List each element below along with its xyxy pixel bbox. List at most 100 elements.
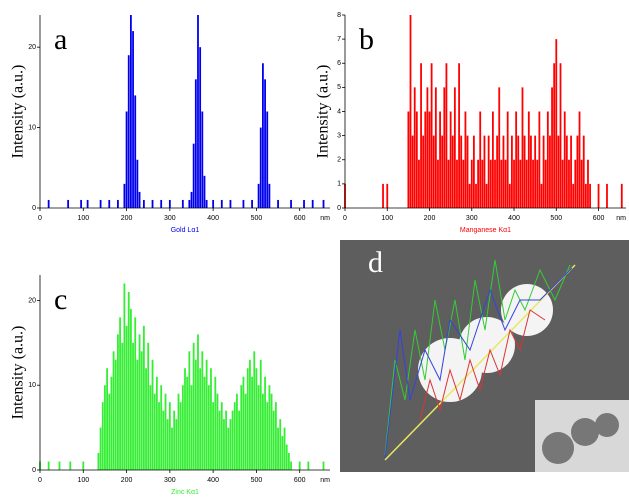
- bar: [58, 461, 61, 470]
- bar: [534, 135, 537, 208]
- bar: [470, 159, 473, 208]
- bar: [205, 359, 208, 470]
- y-tick-label: 10: [28, 382, 36, 389]
- bar: [413, 87, 416, 208]
- bar: [136, 359, 139, 470]
- bar: [382, 183, 384, 208]
- bar: [572, 183, 575, 208]
- bar: [114, 359, 117, 470]
- particle: [459, 317, 515, 373]
- bar: [259, 359, 262, 470]
- bar: [311, 199, 314, 208]
- bar: [253, 351, 256, 470]
- x-tick-label: 600: [593, 215, 605, 222]
- bar: [179, 402, 182, 470]
- zinc-scan: [384, 259, 571, 456]
- bar: [214, 376, 217, 470]
- x-tick-label: 0: [38, 477, 42, 484]
- y-tick-label: 3: [337, 132, 341, 139]
- bar: [407, 111, 410, 208]
- bar: [506, 111, 509, 208]
- bar: [127, 55, 130, 209]
- bar: [277, 427, 279, 470]
- bar: [151, 359, 154, 470]
- bar: [424, 111, 427, 208]
- y-axis-label: Intensity (a.u.): [315, 65, 332, 159]
- bar: [175, 419, 178, 470]
- bar: [561, 159, 564, 208]
- bar: [285, 444, 288, 470]
- bar: [101, 402, 104, 470]
- bar: [557, 135, 560, 208]
- bar: [432, 135, 435, 208]
- bar: [166, 419, 169, 470]
- bar: [491, 111, 494, 208]
- bar: [460, 135, 463, 208]
- bar: [277, 199, 279, 208]
- bar: [307, 461, 310, 470]
- bar: [565, 135, 568, 208]
- gold-scan: [384, 267, 573, 459]
- bar: [521, 87, 524, 208]
- bar: [251, 376, 253, 470]
- bar: [606, 183, 608, 208]
- bar: [177, 393, 180, 470]
- bar: [104, 385, 106, 470]
- bar: [242, 199, 245, 208]
- bar: [125, 325, 128, 470]
- bar: [129, 308, 132, 470]
- bar: [123, 183, 126, 208]
- bar: [264, 79, 266, 208]
- bar: [151, 199, 154, 208]
- bar: [168, 402, 171, 470]
- bar: [229, 199, 232, 208]
- bar: [207, 385, 210, 470]
- bar: [298, 461, 301, 470]
- bar: [197, 15, 199, 208]
- y-tick-label: 1: [337, 181, 341, 188]
- bar: [570, 135, 572, 208]
- bar: [576, 135, 579, 208]
- bar: [456, 159, 458, 208]
- bar: [386, 183, 389, 208]
- bar: [279, 419, 282, 470]
- bar: [549, 135, 551, 208]
- inset-particle: [595, 413, 619, 437]
- bar: [121, 342, 124, 470]
- bar: [322, 199, 325, 208]
- bar: [546, 111, 549, 208]
- bar: [181, 385, 184, 470]
- y-tick-label: 0: [32, 467, 36, 474]
- x-tick-label: 300: [164, 477, 176, 484]
- x-tick-label: 300: [466, 215, 478, 222]
- bar: [268, 385, 271, 470]
- x-tick-label: 400: [207, 215, 219, 222]
- bar: [439, 111, 441, 208]
- bar: [553, 63, 556, 208]
- x-axis-label: Zinc Kα1: [171, 489, 199, 496]
- bar: [117, 334, 119, 470]
- x-tick-label: 500: [251, 215, 263, 222]
- bar: [481, 159, 484, 208]
- x-tick-label: 100: [381, 215, 393, 222]
- bar: [445, 63, 448, 208]
- bar: [69, 461, 72, 470]
- manganese-scan: [419, 309, 546, 421]
- bar: [108, 393, 111, 470]
- bar: [479, 111, 482, 208]
- bar: [472, 135, 475, 208]
- y-tick-label: 6: [337, 60, 341, 67]
- bar: [194, 359, 197, 470]
- bar: [283, 427, 286, 470]
- bar: [568, 159, 570, 208]
- y-tick-label: 5: [337, 84, 341, 91]
- x-tick-label: 600: [294, 477, 306, 484]
- x-axis-label: Gold Lα1: [171, 227, 200, 234]
- bar: [511, 135, 513, 208]
- y-tick-label: 0: [32, 205, 36, 212]
- bar: [464, 111, 467, 208]
- bar: [223, 419, 225, 470]
- bar: [134, 95, 137, 208]
- bar: [489, 159, 492, 208]
- bar: [264, 376, 266, 470]
